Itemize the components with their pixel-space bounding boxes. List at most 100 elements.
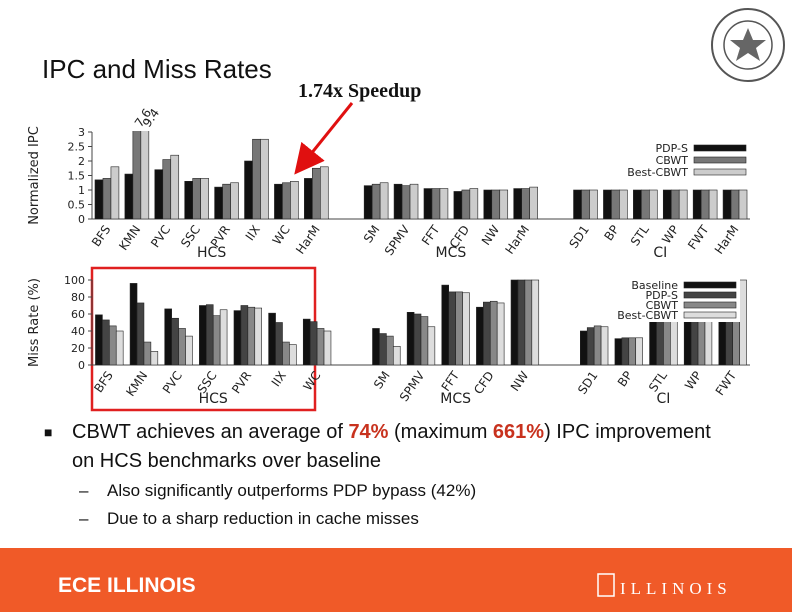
sub-bullet-text: Also significantly outperforms PDP bypas… xyxy=(107,481,477,500)
bar xyxy=(700,189,710,219)
bar xyxy=(164,308,172,365)
legend-swatch xyxy=(693,144,747,152)
bar xyxy=(603,189,612,219)
bar xyxy=(662,189,672,219)
bar xyxy=(316,328,325,365)
bar xyxy=(94,179,104,219)
bar xyxy=(185,335,193,365)
y-tick-label: 80 xyxy=(71,291,85,304)
bar xyxy=(393,183,403,219)
bar xyxy=(656,317,664,365)
y-axis-label: Miss Rate (%) xyxy=(27,278,42,367)
sub-bullet: – Also significantly outperforms PDP bypa… xyxy=(79,481,477,500)
bar xyxy=(476,306,484,365)
bar xyxy=(708,189,718,219)
bar xyxy=(406,311,415,365)
bar xyxy=(275,322,283,365)
sub-bullet-text: Due to a sharp reduction in cache misses xyxy=(107,509,419,528)
bar xyxy=(628,337,637,365)
group-label: HCS xyxy=(197,245,226,261)
x-tick-label: FWT xyxy=(685,222,712,252)
bar xyxy=(320,166,329,219)
bar xyxy=(423,188,433,219)
bar xyxy=(132,131,142,219)
x-tick-label: SPMV xyxy=(382,222,413,258)
bar xyxy=(192,178,201,219)
bar xyxy=(641,189,650,219)
bar xyxy=(162,159,172,219)
annotation-arrow xyxy=(294,102,354,175)
x-tick-label: WC xyxy=(270,223,293,248)
y-tick-label: 40 xyxy=(71,325,85,338)
legend-label: Best-CBWT xyxy=(627,166,688,179)
legend-label: PDP-S xyxy=(646,289,678,302)
x-tick-label: HarM xyxy=(503,223,533,257)
legend-label: Baseline xyxy=(631,279,678,292)
group-label: HCS xyxy=(199,391,228,407)
bar xyxy=(483,189,493,219)
bar xyxy=(521,188,530,219)
bar xyxy=(282,182,291,219)
y-tick-label: 60 xyxy=(71,308,85,321)
bullet-text: CBWT achieves an average of xyxy=(72,421,349,443)
bars xyxy=(94,131,748,219)
bar xyxy=(102,319,110,365)
group-label: CI xyxy=(653,245,667,261)
legend-swatch xyxy=(693,168,747,176)
x-tick-label: NW xyxy=(479,223,502,248)
footer-left: ECE ILLINOIS xyxy=(58,574,196,597)
bar xyxy=(581,189,590,219)
bar xyxy=(614,338,623,365)
bar xyxy=(431,188,441,219)
bar xyxy=(586,327,595,365)
x-tick-label: HarM xyxy=(293,223,323,257)
bar xyxy=(600,326,609,365)
bar xyxy=(441,284,450,365)
y-tick-label: 100 xyxy=(64,274,85,287)
footer-band xyxy=(0,548,792,612)
bar xyxy=(524,279,533,365)
footer-right: ILLINOIS xyxy=(620,579,732,598)
bar xyxy=(663,317,671,365)
bar xyxy=(200,178,209,219)
slide-title: IPC and Miss Rates xyxy=(42,54,272,84)
bar xyxy=(115,330,124,365)
x-tick-label: PVC xyxy=(148,223,173,251)
x-tick-label: BP xyxy=(615,369,635,390)
bar xyxy=(260,138,269,219)
bar xyxy=(462,292,470,365)
bar xyxy=(214,186,223,219)
bullet: ■ CBWT achieves an average of 74% (maximu… xyxy=(44,421,711,472)
bar xyxy=(274,183,283,219)
bar xyxy=(692,189,702,219)
y-tick-label: 20 xyxy=(71,342,85,355)
legend-label: PDP-S xyxy=(656,142,688,155)
bar xyxy=(379,333,387,365)
bar xyxy=(302,318,311,365)
legend-swatch xyxy=(683,281,737,289)
bar xyxy=(268,312,276,365)
bar xyxy=(129,283,138,365)
bar xyxy=(573,189,582,219)
bar xyxy=(233,310,242,365)
bar xyxy=(95,314,103,365)
x-tick-label: WP xyxy=(659,223,681,247)
bar xyxy=(413,313,422,365)
bar xyxy=(621,337,630,365)
x-tick-label: KMN xyxy=(123,369,150,399)
bar xyxy=(110,166,120,219)
bar xyxy=(483,301,491,365)
bar xyxy=(427,326,436,365)
bar xyxy=(469,188,479,219)
bar xyxy=(448,291,456,365)
legend-swatch xyxy=(693,156,747,164)
bar xyxy=(420,316,429,365)
bar xyxy=(247,306,256,365)
x-tick-label: PVC xyxy=(160,369,185,397)
y-tick-label: 1.5 xyxy=(68,170,86,183)
bar xyxy=(230,182,239,219)
bar xyxy=(323,330,332,365)
y-tick-label: 0 xyxy=(78,213,85,226)
bar xyxy=(222,183,231,219)
bar xyxy=(150,351,159,365)
